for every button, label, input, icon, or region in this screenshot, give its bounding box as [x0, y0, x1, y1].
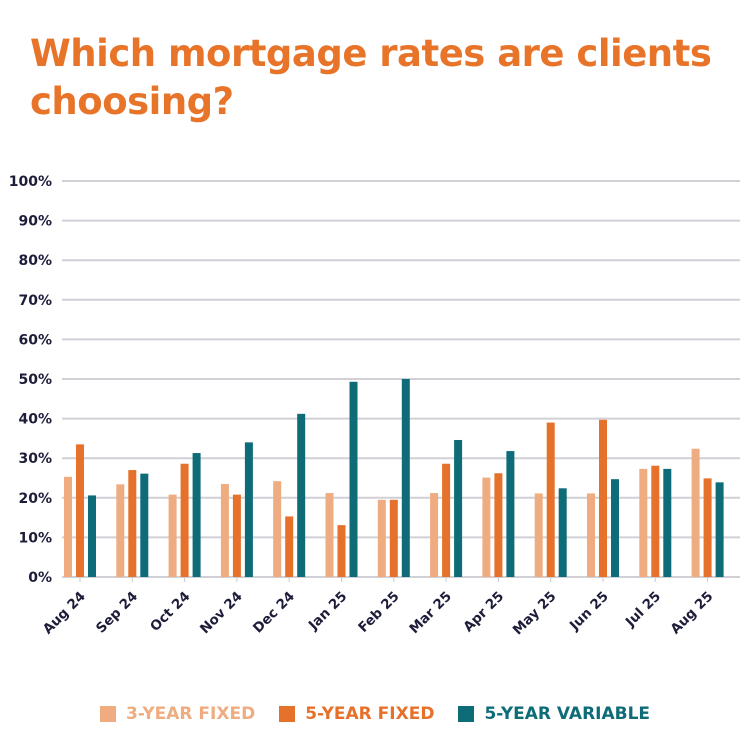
legend-label: 5-YEAR FIXED — [305, 704, 435, 724]
bar-3-year-fixed — [639, 468, 648, 577]
bar-5-year-variable — [244, 442, 253, 577]
bar-chart: 0% 10% 20% 30% 40% 50% 60% 70% 80% 90% 100% Aug 24 S… — [9, 174, 740, 639]
bar-5-year-variable — [140, 473, 149, 577]
bar-5-year-variable — [454, 439, 463, 577]
x-tick-label: Aug 24 — [40, 589, 89, 638]
bar-5-year-fixed — [337, 525, 346, 577]
bar-5-year-fixed — [651, 465, 660, 577]
bar-5-year-fixed — [232, 494, 241, 577]
y-tick-label: 30% — [18, 451, 52, 467]
legend-swatch — [279, 706, 296, 722]
bar-5-year-variable — [558, 488, 567, 577]
x-tick-label: Nov 24 — [197, 589, 246, 638]
x-tick-label: Aug 25 — [667, 589, 716, 638]
bar-3-year-fixed — [168, 494, 177, 577]
y-tick-label: 40% — [18, 412, 52, 428]
bar-5-year-variable — [715, 482, 724, 577]
bar-5-year-fixed — [442, 463, 451, 577]
x-tick-label: Jun 25 — [566, 589, 612, 635]
bar-3-year-fixed — [534, 493, 543, 577]
bar-5-year-fixed — [128, 470, 137, 577]
x-tick-label: Feb 25 — [355, 589, 402, 636]
bar-5-year-variable — [663, 468, 672, 577]
bar-5-year-variable — [192, 453, 201, 577]
bar-3-year-fixed — [116, 484, 125, 577]
x-tick-label: Jul 25 — [622, 589, 664, 631]
bar-3-year-fixed — [377, 499, 386, 577]
bar-3-year-fixed — [325, 493, 334, 577]
x-tick-label: Oct 24 — [147, 589, 193, 635]
bar-5-year-variable — [611, 479, 619, 577]
bar-5-year-variable — [506, 451, 515, 577]
bar-3-year-fixed — [64, 476, 72, 577]
legend-label: 3-YEAR FIXED — [125, 704, 256, 724]
bar-3-year-fixed — [220, 483, 229, 577]
bar-5-year-variable — [297, 413, 306, 577]
bar-5-year-fixed — [494, 473, 503, 577]
y-tick-label: 0% — [28, 570, 52, 586]
legend-label: 5-YEAR VARIABLE — [484, 704, 651, 724]
bar-5-year-variable — [401, 379, 410, 577]
x-tick-label: May 25 — [510, 589, 560, 639]
bar-3-year-fixed — [691, 448, 700, 577]
legend-item: 5-YEAR FIXED — [279, 704, 434, 724]
bar-3-year-fixed — [273, 481, 282, 577]
bar-5-year-fixed — [546, 422, 555, 577]
y-tick-label: 90% — [18, 214, 52, 230]
y-tick-label: 100% — [9, 174, 52, 190]
bar-5-year-variable — [88, 495, 96, 577]
x-tick-label: Sep 24 — [93, 589, 141, 637]
chart-title: Which mortgage rates are clients choosin… — [30, 32, 712, 123]
x-tick-label: Dec 24 — [250, 589, 298, 637]
bar-3-year-fixed — [430, 493, 439, 577]
y-tick-label: 80% — [18, 253, 52, 269]
bar-3-year-fixed — [587, 493, 595, 577]
bar-5-year-fixed — [703, 478, 712, 577]
y-tick-label: 10% — [18, 530, 52, 546]
legend: 3-YEAR FIXED 5-YEAR FIXED 5-YEAR VARIABLE — [0, 704, 750, 724]
y-tick-label: 20% — [18, 491, 52, 507]
y-tick-label: 50% — [18, 372, 52, 388]
bar-5-year-fixed — [285, 516, 294, 577]
bar-5-year-fixed — [180, 463, 189, 577]
bar-5-year-variable — [349, 381, 358, 577]
y-tick-label: 60% — [18, 332, 52, 348]
legend-swatch — [99, 706, 116, 722]
x-tick-label: Mar 25 — [406, 589, 455, 638]
legend-item: 3-YEAR FIXED — [99, 704, 256, 724]
bar-3-year-fixed — [482, 477, 491, 577]
legend-item: 5-YEAR VARIABLE — [458, 704, 650, 724]
bar-5-year-fixed — [389, 499, 398, 577]
bar-5-year-fixed — [599, 419, 607, 577]
bar-5-year-fixed — [76, 444, 84, 577]
x-tick-label: Apr 25 — [460, 589, 507, 636]
legend-swatch — [458, 706, 475, 722]
x-tick-label: Jan 25 — [305, 589, 350, 634]
y-tick-label: 70% — [18, 293, 52, 309]
